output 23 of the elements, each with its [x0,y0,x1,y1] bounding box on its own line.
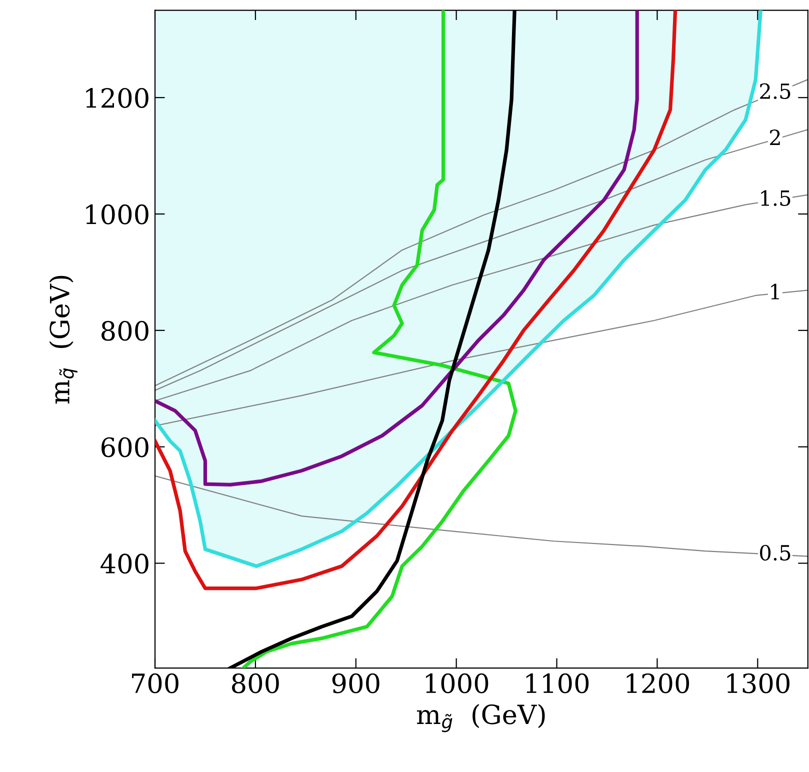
y-tick-label: 600 [102,437,148,458]
y-tick-label: 800 [102,320,148,341]
series-label: 0.5 [760,544,790,561]
line-series [155,10,678,590]
series-label: 2 [770,130,780,145]
x-axis-title: m$_{g̃}$ (GeV) [416,704,545,732]
line-series [155,129,808,391]
line-series [155,10,639,486]
y-tick-label: 1000 [86,204,148,224]
line-series [155,78,808,386]
x-tick-label: 1300 [727,673,790,694]
x-tick-label: 700 [132,673,178,694]
x-tick-label: 1200 [626,673,690,694]
y-axis-title: m$_{q̃}$ (GeV) [49,276,78,404]
y-tick-label: 1200 [86,88,148,108]
y-tick-label: 400 [100,554,148,574]
series-label: 1.5 [761,190,790,206]
series-label: 2.5 [760,83,790,100]
x-tick-label: 1000 [426,673,488,694]
x-tick-label: 1100 [526,673,589,694]
series-label: 1 [771,284,779,300]
x-tick-label: 900 [332,673,380,694]
x-tick-label: 800 [232,673,279,694]
